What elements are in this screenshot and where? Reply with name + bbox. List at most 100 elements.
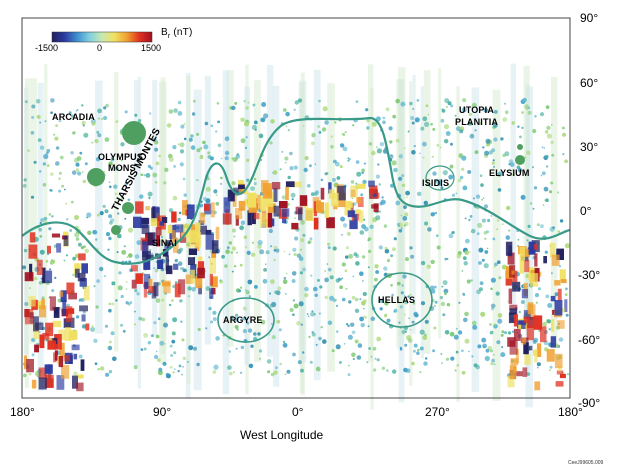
strong-field-cell xyxy=(62,300,67,316)
measurement-dot xyxy=(75,162,80,167)
measurement-dot xyxy=(361,255,366,259)
orbit-track xyxy=(44,64,48,323)
measurement-dot xyxy=(558,337,564,342)
measurement-dot xyxy=(173,108,178,113)
strong-field-cell xyxy=(38,377,47,390)
strong-field-cell xyxy=(174,283,181,298)
measurement-dot xyxy=(468,112,472,116)
measurement-dot xyxy=(396,281,401,286)
measurement-dot xyxy=(270,245,273,248)
x-tick-label: 180° xyxy=(10,405,35,419)
measurement-dot xyxy=(477,344,482,349)
strong-field-cell xyxy=(143,282,148,298)
measurement-dot xyxy=(177,100,182,105)
measurement-dot xyxy=(39,121,42,124)
strong-field-cell xyxy=(195,231,202,248)
measurement-dot xyxy=(96,213,100,217)
measurement-dot xyxy=(527,110,532,115)
measurement-dot xyxy=(485,138,491,144)
y-tick-label: 90° xyxy=(580,11,599,25)
strong-field-cell xyxy=(79,305,88,312)
measurement-dot xyxy=(42,162,47,166)
measurement-dot xyxy=(562,153,565,156)
strong-field-cell xyxy=(167,225,173,234)
measurement-dot xyxy=(246,178,250,182)
measurement-dot xyxy=(293,165,298,170)
strong-field-cell xyxy=(56,375,65,390)
strong-field-cell xyxy=(143,259,151,270)
measurement-dot xyxy=(361,168,365,173)
measurement-dot xyxy=(103,106,107,110)
orbit-track xyxy=(299,82,305,393)
label-arcadia: ARCADIA xyxy=(52,112,95,122)
strong-field-cell xyxy=(199,225,207,235)
measurement-dot xyxy=(115,120,119,123)
measurement-dot xyxy=(339,143,345,148)
measurement-dot xyxy=(100,117,104,121)
measurement-dot xyxy=(385,107,390,112)
measurement-dot xyxy=(467,170,472,174)
measurement-dot xyxy=(411,121,415,125)
measurement-dot xyxy=(314,293,318,297)
measurement-dot xyxy=(315,366,321,372)
measurement-dot xyxy=(294,236,299,241)
measurement-dot xyxy=(506,205,511,211)
strong-field-cell xyxy=(266,192,274,207)
strong-field-cell xyxy=(209,273,213,286)
measurement-dot xyxy=(298,301,304,307)
olympus-mons-marker xyxy=(122,121,146,145)
measurement-dot xyxy=(225,249,230,254)
measurement-dot xyxy=(390,254,394,258)
measurement-dot xyxy=(327,242,330,246)
ascraeus-mons-marker xyxy=(87,168,105,186)
measurement-dot xyxy=(247,101,250,104)
measurement-dot xyxy=(342,146,348,152)
measurement-dot xyxy=(541,171,546,176)
measurement-dot xyxy=(400,101,406,107)
measurement-dot xyxy=(226,246,230,250)
measurement-dot xyxy=(304,156,309,161)
strong-field-cell xyxy=(173,237,179,253)
measurement-dot xyxy=(224,156,229,161)
measurement-dot xyxy=(93,285,96,288)
measurement-dot xyxy=(318,312,321,315)
measurement-dot xyxy=(508,163,511,166)
measurement-dot xyxy=(107,248,110,251)
measurement-dot xyxy=(64,188,66,191)
measurement-dot xyxy=(268,333,271,336)
measurement-dot xyxy=(511,121,515,125)
measurement-dot xyxy=(172,145,177,150)
strong-field-cell xyxy=(44,364,53,374)
measurement-dot xyxy=(379,298,384,303)
measurement-dot xyxy=(419,371,422,374)
measurement-dot xyxy=(287,129,290,132)
measurement-dot xyxy=(327,246,331,250)
measurement-dot xyxy=(501,330,505,334)
measurement-dot xyxy=(322,339,327,344)
orbit-track xyxy=(523,66,530,327)
measurement-dot xyxy=(125,281,128,283)
measurement-dot xyxy=(543,147,545,149)
measurement-dot xyxy=(420,260,426,266)
measurement-dot xyxy=(432,171,437,176)
measurement-dot xyxy=(99,366,105,371)
measurement-dot xyxy=(96,130,100,134)
measurement-dot xyxy=(257,332,261,336)
colorbar-scale xyxy=(51,31,153,43)
measurement-dot xyxy=(472,320,477,326)
strong-field-cell xyxy=(557,288,562,301)
measurement-dot xyxy=(171,299,174,302)
strong-field-cell xyxy=(45,270,53,283)
measurement-dot xyxy=(526,108,529,111)
measurement-dot xyxy=(363,162,366,165)
strong-field-cell xyxy=(153,282,159,297)
measurement-dot xyxy=(374,264,379,269)
elysium-mons-marker xyxy=(515,155,525,165)
measurement-dot xyxy=(99,266,104,272)
measurement-dot xyxy=(71,170,77,175)
strong-field-cell xyxy=(182,200,188,216)
measurement-dot xyxy=(355,261,360,266)
measurement-dot xyxy=(447,101,452,106)
orbit-track xyxy=(222,70,230,395)
measurement-dot xyxy=(297,98,303,103)
